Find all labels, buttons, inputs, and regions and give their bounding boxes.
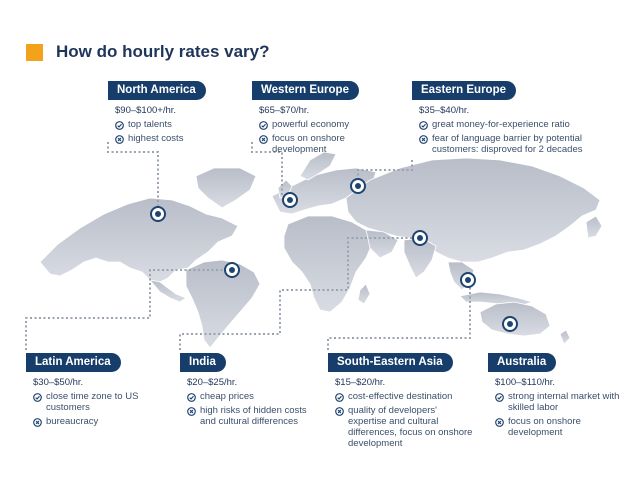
x-circle-icon — [419, 135, 428, 144]
point-text: focus on onshore development — [272, 133, 345, 155]
connector-eastern-europe — [357, 160, 413, 182]
region-latin-america: Latin America $30–$50/hr. close time zon… — [26, 352, 166, 430]
con-point: quality of developers' expertise and cul… — [335, 405, 478, 449]
marker-north-america — [150, 206, 166, 222]
region-name: India — [180, 353, 226, 372]
pro-point: top talents — [115, 119, 258, 130]
point-text: close time zone to US customers — [46, 391, 139, 413]
region-points: cheap prices high risks of hidden costs … — [187, 391, 310, 427]
location-markers — [150, 178, 518, 332]
con-point: focus on onshore development — [495, 416, 628, 438]
point-text: top talents — [128, 119, 172, 130]
marker-western-europe — [282, 192, 298, 208]
region-rate: $35–$40/hr. — [419, 105, 470, 116]
x-circle-icon — [335, 407, 344, 416]
region-eastern-europe: Eastern Europe $35–$40/hr. great money-f… — [412, 80, 592, 158]
connector-western-europe — [251, 142, 283, 196]
region-points: powerful economy focus on onshore develo… — [259, 119, 392, 155]
region-points: strong internal market with skilled labo… — [495, 391, 628, 438]
connector-lines — [25, 142, 471, 350]
region-points: cost-effective destination quality of de… — [335, 391, 478, 449]
region-points: close time zone to US customers bureaucr… — [33, 391, 166, 427]
region-australia: Australia $100–$110/hr. strong internal … — [488, 352, 628, 441]
pro-point: cost-effective destination — [335, 391, 478, 402]
point-text: highest costs — [128, 133, 184, 144]
check-circle-icon — [335, 393, 344, 402]
con-point: high risks of hidden costs and cultural … — [187, 405, 310, 427]
connector-latin-america — [25, 269, 230, 350]
connector-se-asia — [327, 284, 471, 350]
japan-shape — [585, 215, 603, 239]
region-name: Latin America — [26, 353, 121, 372]
region-rate: $15–$20/hr. — [335, 377, 386, 388]
pro-point: great money-for-experience ratio — [419, 119, 592, 130]
region-rate: $65–$70/hr. — [259, 105, 310, 116]
point-text: strong internal market with skilled labo… — [508, 391, 620, 413]
region-name: South-Eastern Asia — [328, 353, 453, 372]
marker-se-asia — [460, 272, 476, 288]
region-name: Western Europe — [252, 81, 359, 100]
region-rate: $20–$25/hr. — [187, 377, 238, 388]
check-circle-icon — [259, 121, 268, 130]
point-text: bureaucracy — [46, 416, 99, 427]
check-circle-icon — [33, 393, 42, 402]
region-name: North America — [108, 81, 206, 100]
greenland-shape — [195, 167, 257, 209]
x-circle-icon — [115, 135, 124, 144]
asia-shape — [345, 157, 601, 263]
region-rate: $100–$110/hr. — [495, 377, 556, 388]
check-circle-icon — [187, 393, 196, 402]
connector-india — [179, 237, 416, 350]
region-south-eastern-asia: South-Eastern Asia $15–$20/hr. cost-effe… — [328, 352, 478, 452]
point-text: cheap prices — [200, 391, 254, 402]
x-circle-icon — [187, 407, 196, 416]
point-text: cost-effective destination — [348, 391, 453, 402]
con-point: focus on onshore development — [259, 133, 392, 155]
madagascar-shape — [357, 283, 371, 305]
point-text: fear of language barrier by potential cu… — [432, 133, 583, 155]
x-circle-icon — [495, 418, 504, 427]
region-north-america: North America $90–$100+/hr. top talents … — [108, 80, 258, 147]
check-circle-icon — [495, 393, 504, 402]
con-point: highest costs — [115, 133, 258, 144]
continents — [39, 151, 603, 349]
point-text: quality of developers' expertise and cul… — [348, 405, 473, 449]
region-india: India $20–$25/hr. cheap prices high risk… — [180, 352, 310, 430]
marker-eastern-europe — [350, 178, 366, 194]
region-points: top talents highest costs — [115, 119, 258, 144]
pro-point: close time zone to US customers — [33, 391, 166, 413]
pro-point: strong internal market with skilled labo… — [495, 391, 628, 413]
region-rate: $90–$100+/hr. — [115, 105, 177, 116]
central-america-shape — [148, 279, 187, 303]
marker-latin-america — [224, 262, 240, 278]
marker-india — [412, 230, 428, 246]
check-circle-icon — [115, 121, 124, 130]
check-circle-icon — [419, 121, 428, 130]
region-points: great money-for-experience ratio fear of… — [419, 119, 592, 155]
point-text: great money-for-experience ratio — [432, 119, 570, 130]
x-circle-icon — [259, 135, 268, 144]
point-text: focus on onshore development — [508, 416, 581, 438]
con-point: bureaucracy — [33, 416, 166, 427]
connector-north-america — [107, 142, 159, 210]
x-circle-icon — [33, 418, 42, 427]
new-zealand-shape — [559, 329, 571, 345]
region-western-europe: Western Europe $65–$70/hr. powerful econ… — [252, 80, 392, 158]
scandinavia-shape — [299, 151, 337, 181]
title-accent-square — [26, 44, 43, 61]
point-text: high risks of hidden costs and cultural … — [200, 405, 307, 427]
region-name: Australia — [488, 353, 557, 372]
con-point: fear of language barrier by potential cu… — [419, 133, 592, 155]
region-name: Eastern Europe — [412, 81, 516, 100]
marker-australia — [502, 316, 518, 332]
page-title: How do hourly rates vary? — [56, 42, 270, 61]
region-rate: $30–$50/hr. — [33, 377, 84, 388]
point-text: powerful economy — [272, 119, 350, 130]
pro-point: cheap prices — [187, 391, 310, 402]
north-america-shape — [39, 197, 239, 283]
africa-shape — [283, 215, 373, 313]
pro-point: powerful economy — [259, 119, 392, 130]
